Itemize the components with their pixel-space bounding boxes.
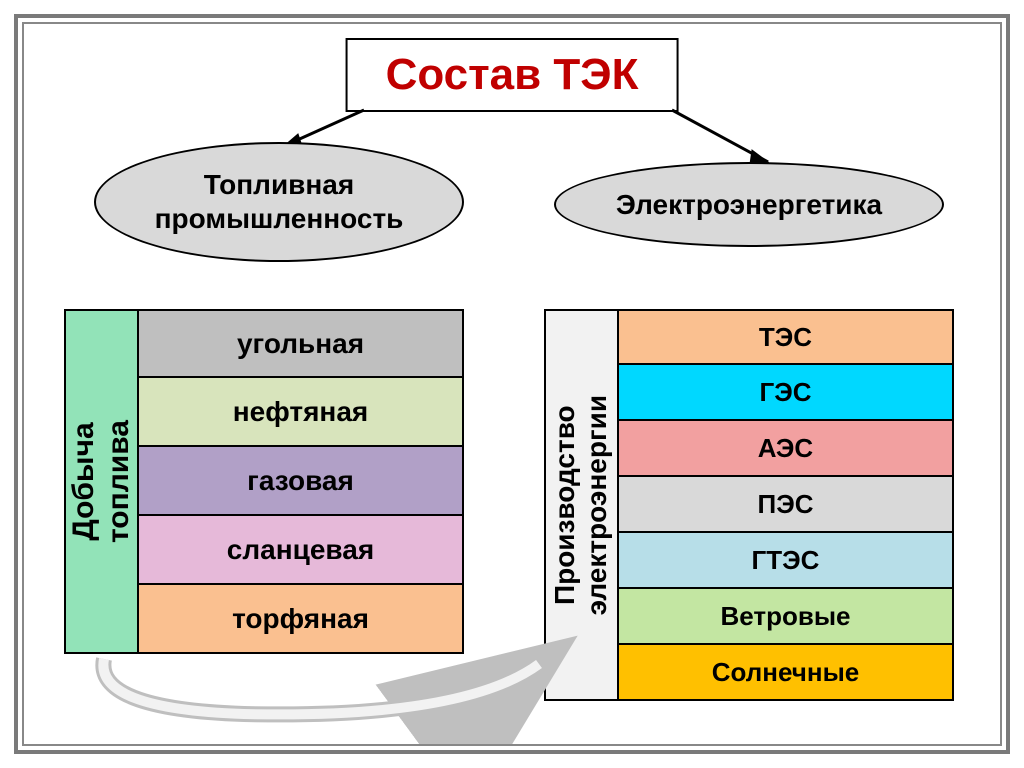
left-vlabel-box: Добыча топлива bbox=[64, 309, 139, 654]
branch-oval-right: Электроэнергетика bbox=[554, 162, 944, 247]
inner-frame: Состав ТЭК Топливная промышленность Элек… bbox=[22, 22, 1002, 746]
right-vlabel-text: Производство электроэнергии bbox=[549, 395, 613, 615]
right-row-3: ПЭС bbox=[619, 477, 954, 533]
right-row-2: АЭС bbox=[619, 421, 954, 477]
left-row-2: газовая bbox=[139, 447, 464, 516]
left-rows: угольнаянефтянаягазоваясланцеваяторфяная bbox=[139, 309, 464, 654]
left-block: Добыча топлива угольнаянефтянаягазоваясл… bbox=[64, 309, 464, 654]
branch-left-label: Топливная промышленность bbox=[155, 168, 404, 235]
right-row-4: ГТЭС bbox=[619, 533, 954, 589]
left-vlabel-text: Добыча топлива bbox=[67, 420, 136, 543]
right-row-0: ТЭС bbox=[619, 309, 954, 365]
branch-oval-left: Топливная промышленность bbox=[94, 142, 464, 262]
right-row-1: ГЭС bbox=[619, 365, 954, 421]
right-block: Производство электроэнергии ТЭСГЭСАЭСПЭС… bbox=[544, 309, 954, 701]
right-row-6: Солнечные bbox=[619, 645, 954, 701]
branch-right-label: Электроэнергетика bbox=[616, 188, 882, 222]
left-row-4: торфяная bbox=[139, 585, 464, 654]
left-row-1: нефтяная bbox=[139, 378, 464, 447]
title-box: Состав ТЭК bbox=[346, 38, 679, 112]
left-row-0: угольная bbox=[139, 309, 464, 378]
right-rows: ТЭСГЭСАЭСПЭСГТЭСВетровыеСолнечные bbox=[619, 309, 954, 701]
title-text: Состав ТЭК bbox=[386, 50, 639, 99]
outer-frame: Состав ТЭК Топливная промышленность Элек… bbox=[14, 14, 1010, 754]
right-row-5: Ветровые bbox=[619, 589, 954, 645]
left-row-3: сланцевая bbox=[139, 516, 464, 585]
right-vlabel-box: Производство электроэнергии bbox=[544, 309, 619, 701]
